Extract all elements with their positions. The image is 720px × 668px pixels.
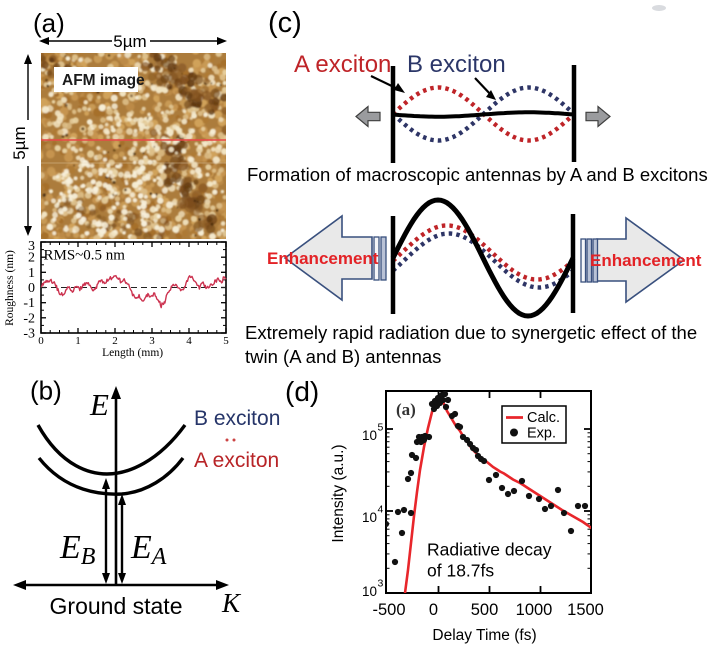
svg-text:Calc.: Calc. — [527, 410, 560, 426]
svg-text:of 18.7fs: of 18.7fs — [427, 561, 494, 581]
svg-text:500: 500 — [471, 601, 499, 619]
svg-text:AFM image: AFM image — [62, 72, 145, 89]
svg-text:4: 4 — [378, 504, 384, 516]
svg-text:5µm: 5µm — [10, 126, 29, 159]
svg-text:(d): (d) — [285, 376, 319, 407]
svg-text:(a): (a) — [33, 8, 65, 38]
svg-text:Radiative decay: Radiative decay — [427, 540, 552, 560]
svg-text:Enhancement: Enhancement — [590, 251, 702, 270]
svg-text:(a): (a) — [396, 400, 416, 419]
svg-text:10: 10 — [362, 428, 377, 443]
svg-text:Length (mm): Length (mm) — [102, 347, 163, 359]
svg-text:(c): (c) — [268, 7, 302, 39]
svg-text:Exp.: Exp. — [527, 426, 556, 442]
svg-text:(b): (b) — [30, 376, 62, 406]
svg-text:B exciton: B exciton — [194, 407, 280, 430]
svg-text:Formation of macroscopic anten: Formation of macroscopic antennas by A a… — [247, 164, 708, 185]
svg-text:twin (A and B) antennas: twin (A and B) antennas — [245, 346, 441, 367]
svg-text:-3: -3 — [23, 327, 35, 342]
svg-text:3: 3 — [378, 578, 384, 590]
svg-text:0: 0 — [28, 281, 35, 296]
svg-text:10: 10 — [362, 510, 377, 525]
svg-text:5: 5 — [378, 422, 384, 434]
svg-text:2: 2 — [112, 335, 118, 347]
svg-text:4: 4 — [186, 335, 192, 347]
svg-text:Enhancement: Enhancement — [267, 249, 379, 268]
svg-text:Roughness (nm): Roughness (nm) — [4, 250, 16, 326]
svg-text:-1: -1 — [23, 296, 35, 311]
svg-text:1: 1 — [75, 335, 81, 347]
svg-text:1500: 1500 — [567, 601, 604, 619]
svg-text:-500: -500 — [372, 601, 405, 619]
svg-text:1000: 1000 — [516, 601, 553, 619]
svg-text:3: 3 — [28, 239, 35, 254]
svg-text:-2: -2 — [23, 311, 35, 326]
svg-text:Extremely rapid radiation due: Extremely rapid radiation due to synerge… — [245, 322, 697, 343]
svg-text:A exciton: A exciton — [194, 449, 279, 472]
svg-text:10: 10 — [362, 584, 377, 599]
svg-text:3: 3 — [149, 335, 155, 347]
svg-text:K: K — [221, 588, 242, 618]
svg-text:0: 0 — [429, 601, 438, 619]
svg-text:0: 0 — [38, 335, 44, 347]
svg-text:5: 5 — [223, 335, 229, 347]
svg-text:Intensity (a.u.): Intensity (a.u.) — [330, 444, 347, 542]
svg-text:2: 2 — [28, 251, 35, 266]
svg-text:E: E — [89, 387, 109, 422]
svg-text:Ground state: Ground state — [50, 593, 183, 619]
svg-text:RMS~0.5 nm: RMS~0.5 nm — [44, 248, 126, 264]
svg-text:1: 1 — [28, 266, 35, 281]
svg-text:A exciton: A exciton — [294, 51, 391, 78]
svg-text:B exciton: B exciton — [407, 51, 506, 78]
svg-text:Delay Time (fs): Delay Time (fs) — [432, 627, 536, 644]
svg-text:5µm: 5µm — [113, 32, 146, 51]
